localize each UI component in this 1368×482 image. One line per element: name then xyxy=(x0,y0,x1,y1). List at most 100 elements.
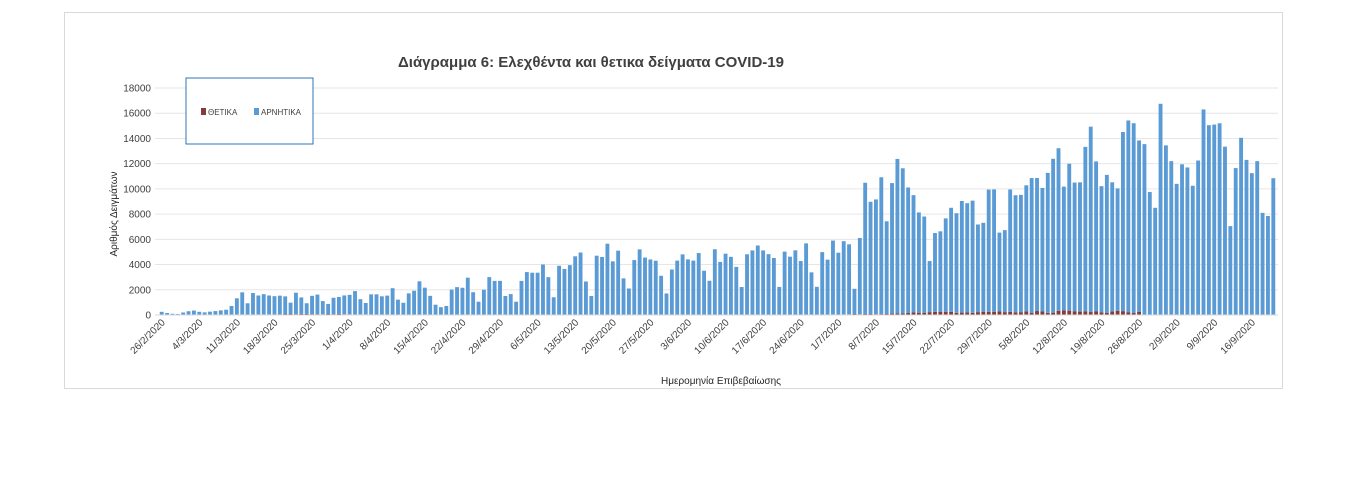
bar-negative xyxy=(417,281,422,315)
bar-negative xyxy=(567,265,572,315)
bar-negative xyxy=(288,302,293,315)
bar-negative xyxy=(1110,182,1115,312)
y-axis-title: Αριθμός Δειγμάτων xyxy=(108,171,120,256)
bar-positive xyxy=(927,312,932,315)
bar-negative xyxy=(390,288,395,315)
x-tick-label: 18/3/2020 xyxy=(241,317,281,357)
bar-positive xyxy=(949,311,954,315)
bar-negative xyxy=(1002,230,1007,313)
bar-negative xyxy=(1228,226,1233,315)
bar-negative xyxy=(283,296,288,315)
bar-negative xyxy=(267,295,272,315)
bar-positive xyxy=(884,313,889,315)
bar-negative xyxy=(175,313,180,315)
x-tick-label: 15/4/2020 xyxy=(392,317,432,357)
bar-positive xyxy=(1094,311,1099,315)
bar-negative xyxy=(911,195,916,313)
bar-negative xyxy=(498,280,502,315)
bar-negative xyxy=(374,294,379,315)
bar-negative xyxy=(868,201,873,315)
bar-negative xyxy=(551,297,556,315)
y-tick-label: 0 xyxy=(145,311,151,322)
x-tick-label: 9/9/2020 xyxy=(1185,317,1221,353)
bar-negative xyxy=(342,295,347,315)
bar-negative xyxy=(519,280,524,315)
bar-negative xyxy=(916,212,921,313)
bar-positive xyxy=(938,312,943,315)
bar-positive xyxy=(1067,310,1072,315)
x-tick-label: 26/8/2020 xyxy=(1106,317,1146,357)
bar-positive xyxy=(943,311,948,315)
bar-negative xyxy=(481,289,486,315)
bar-negative xyxy=(1078,182,1082,312)
bar-negative xyxy=(728,256,733,315)
bar-negative xyxy=(750,250,755,315)
bar-negative xyxy=(825,259,830,315)
bar-negative xyxy=(1212,124,1217,315)
bar-positive xyxy=(992,311,996,315)
bar-negative xyxy=(181,312,186,315)
y-tick-label: 12000 xyxy=(123,159,151,170)
bar-negative xyxy=(890,183,894,314)
bar-positive xyxy=(997,311,1002,315)
bar-negative xyxy=(1040,187,1045,312)
gridlines xyxy=(155,87,1278,291)
bar-negative xyxy=(234,298,239,315)
chart-title: Διάγραμμα 6: Ελεχθέντα και θετικα δείγμα… xyxy=(398,54,784,71)
bar-negative xyxy=(1196,160,1201,315)
bar-negative xyxy=(696,253,701,315)
bar-positive xyxy=(1126,312,1131,315)
x-tick-label: 15/7/2020 xyxy=(880,317,920,357)
bar-negative xyxy=(191,310,196,315)
bar-negative xyxy=(412,290,417,315)
bar-negative xyxy=(1051,158,1056,313)
bar-negative xyxy=(353,291,357,315)
bar-negative xyxy=(471,292,476,315)
bar-negative xyxy=(224,309,229,315)
bar-negative xyxy=(1239,137,1244,315)
bar-negative xyxy=(1045,172,1050,313)
bar-negative xyxy=(771,257,776,315)
bar-negative xyxy=(970,200,975,313)
bar-negative xyxy=(664,293,669,315)
bar-positive xyxy=(922,312,927,315)
bar-positive xyxy=(890,313,894,315)
bar-negative xyxy=(159,311,164,315)
bar-positive xyxy=(1110,311,1115,315)
bar-negative xyxy=(1174,183,1179,315)
bar-negative xyxy=(1142,144,1147,315)
bar-negative xyxy=(600,256,604,315)
bar-negative xyxy=(643,257,647,315)
bar-negative xyxy=(1008,189,1013,312)
bar-negative xyxy=(755,245,760,315)
x-tick-label: 29/4/2020 xyxy=(467,317,507,357)
bar-negative xyxy=(637,249,642,315)
bar-negative xyxy=(165,313,169,315)
bar-negative xyxy=(621,278,626,315)
bar-negative xyxy=(605,243,610,315)
bar-negative xyxy=(492,280,497,315)
bar-negative xyxy=(1201,109,1206,315)
bar-negative xyxy=(981,222,986,312)
bar-negative xyxy=(1056,148,1061,311)
bar-negative xyxy=(401,302,406,315)
y-tick-label: 14000 xyxy=(123,134,151,145)
y-tick-label: 6000 xyxy=(129,235,152,246)
x-tick-label: 19/8/2020 xyxy=(1068,317,1108,357)
bar-positive xyxy=(304,313,309,315)
bar-negative xyxy=(1158,103,1163,315)
bar-positive xyxy=(933,311,937,315)
bar-negative xyxy=(949,207,954,312)
bar-negative xyxy=(256,295,261,315)
bar-positive xyxy=(986,311,991,315)
bar-negative xyxy=(358,299,363,315)
bar-negative xyxy=(573,256,578,315)
bar-negative xyxy=(546,277,551,315)
bar-negative xyxy=(503,296,508,315)
bar-negative xyxy=(1233,168,1238,315)
bar-negative xyxy=(1072,182,1077,312)
bar-negative xyxy=(933,233,937,312)
bar-positive xyxy=(1056,310,1061,315)
bar-negative xyxy=(847,244,852,315)
bar-negative xyxy=(793,250,798,315)
